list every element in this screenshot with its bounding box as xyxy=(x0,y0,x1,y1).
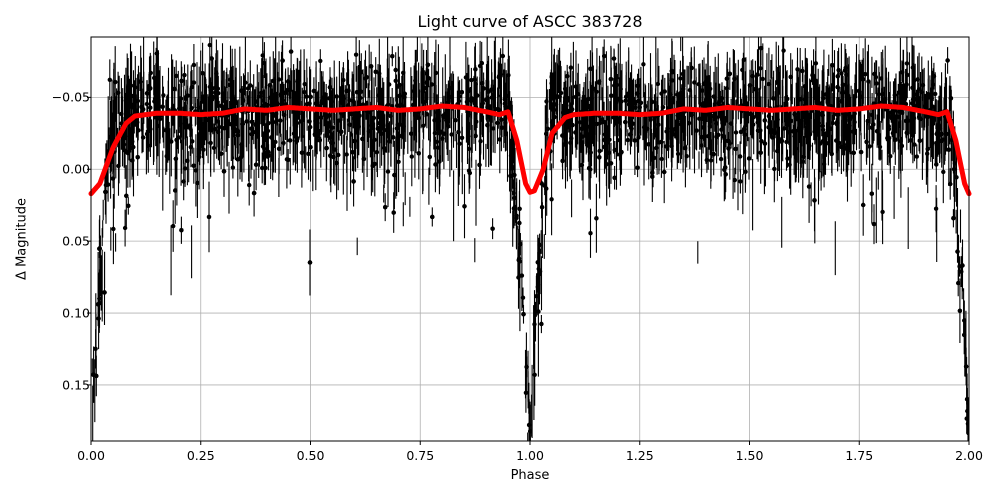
x-tick-label: 2.00 xyxy=(955,448,983,463)
x-tick-label: 0.75 xyxy=(406,448,435,463)
y-tick-label: 0.00 xyxy=(62,161,90,177)
tick-marks xyxy=(87,96,970,445)
y-tick-label: 0.05 xyxy=(62,233,90,249)
x-tick-label: 0.25 xyxy=(186,448,215,463)
model-line xyxy=(88,103,972,197)
x-tick-label: 1.75 xyxy=(845,448,874,463)
x-tick-label: 1.25 xyxy=(625,448,654,463)
y-tick-label: −0.05 xyxy=(51,89,90,105)
y-axis-label: Δ Magnitude xyxy=(14,198,30,280)
x-tick-label: 1.00 xyxy=(516,448,544,463)
chart-title: Light curve of ASCC 383728 xyxy=(417,12,643,31)
x-tick-label: 1.50 xyxy=(735,448,764,463)
model-curve xyxy=(88,103,972,197)
y-tick-label: 0.15 xyxy=(62,377,90,393)
x-axis-label: Phase xyxy=(510,468,550,483)
y-tick-label: 0.10 xyxy=(62,305,90,321)
x-tick-label: 0.00 xyxy=(77,448,105,463)
x-tick-label: 0.50 xyxy=(296,448,325,463)
